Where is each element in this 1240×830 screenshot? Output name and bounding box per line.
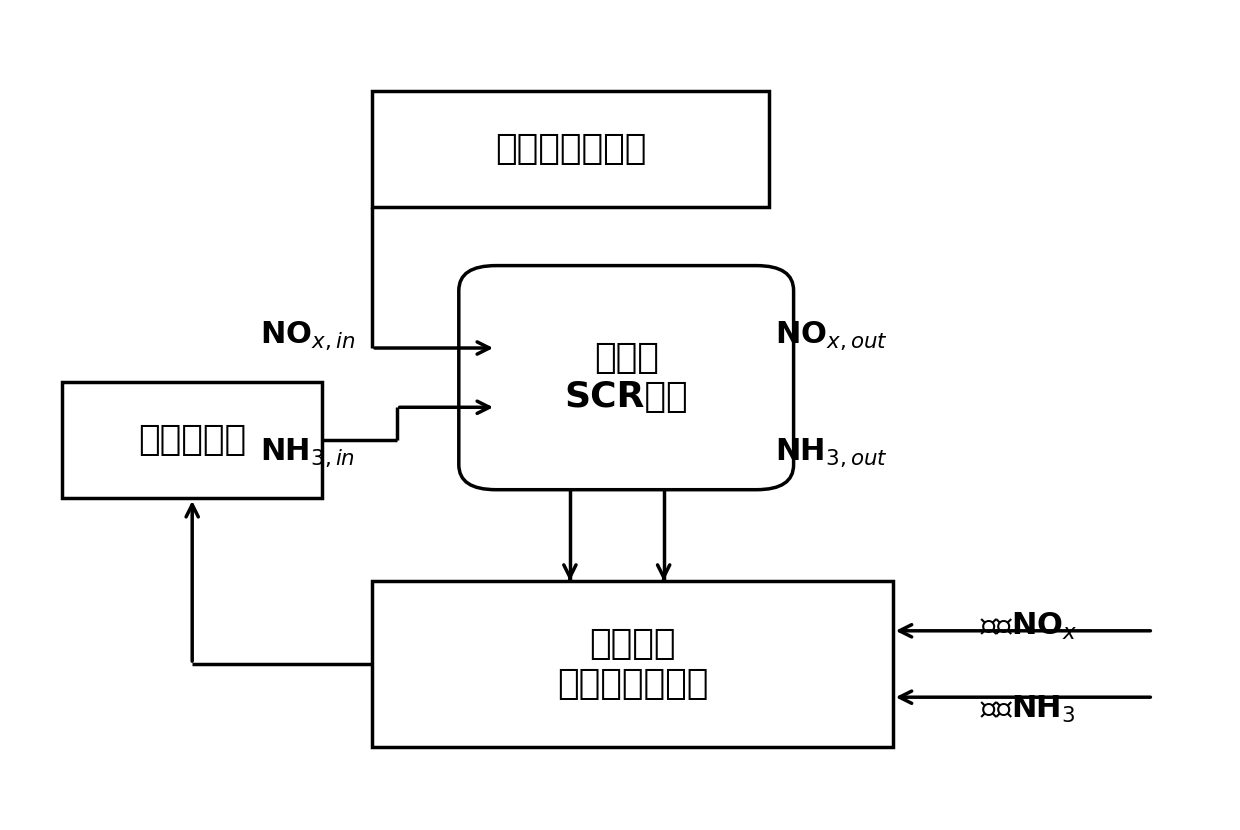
Text: 尿素喷射器: 尿素喷射器	[138, 423, 247, 457]
FancyBboxPatch shape	[372, 581, 893, 747]
Text: NO$_{x,out}$: NO$_{x,out}$	[775, 320, 888, 352]
Text: 数据驱动
模型预测控制器: 数据驱动 模型预测控制器	[557, 627, 708, 701]
FancyBboxPatch shape	[372, 91, 769, 208]
Text: NO$_{x,in}$: NO$_{x,in}$	[260, 320, 356, 352]
Text: 精确柴油机模型: 精确柴油机模型	[495, 133, 646, 166]
Text: 分布式
SCR模型: 分布式 SCR模型	[564, 341, 688, 414]
Text: NH$_{3,out}$: NH$_{3,out}$	[775, 437, 888, 468]
Text: 期望NO$_{x}$: 期望NO$_{x}$	[980, 611, 1078, 642]
Text: 期望NH$_{3}$: 期望NH$_{3}$	[980, 694, 1075, 725]
FancyBboxPatch shape	[459, 266, 794, 490]
Text: NH$_{3,in}$: NH$_{3,in}$	[260, 437, 356, 468]
FancyBboxPatch shape	[62, 382, 322, 498]
